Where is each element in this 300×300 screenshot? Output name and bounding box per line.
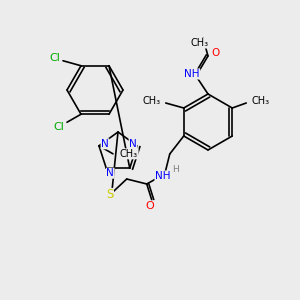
Text: S: S bbox=[106, 188, 113, 202]
Text: Cl: Cl bbox=[50, 53, 60, 63]
Text: N: N bbox=[101, 139, 109, 149]
Text: Cl: Cl bbox=[54, 122, 64, 132]
Text: N: N bbox=[106, 168, 114, 178]
Text: CH₃: CH₃ bbox=[251, 96, 269, 106]
Text: NH: NH bbox=[184, 69, 200, 79]
Text: CH₃: CH₃ bbox=[120, 149, 138, 159]
Text: CH₃: CH₃ bbox=[191, 38, 209, 48]
Text: CH₃: CH₃ bbox=[142, 96, 161, 106]
Text: H: H bbox=[172, 164, 178, 173]
Text: NH: NH bbox=[155, 171, 170, 181]
Text: O: O bbox=[212, 48, 220, 58]
Text: O: O bbox=[146, 201, 154, 211]
Text: N: N bbox=[129, 139, 137, 149]
